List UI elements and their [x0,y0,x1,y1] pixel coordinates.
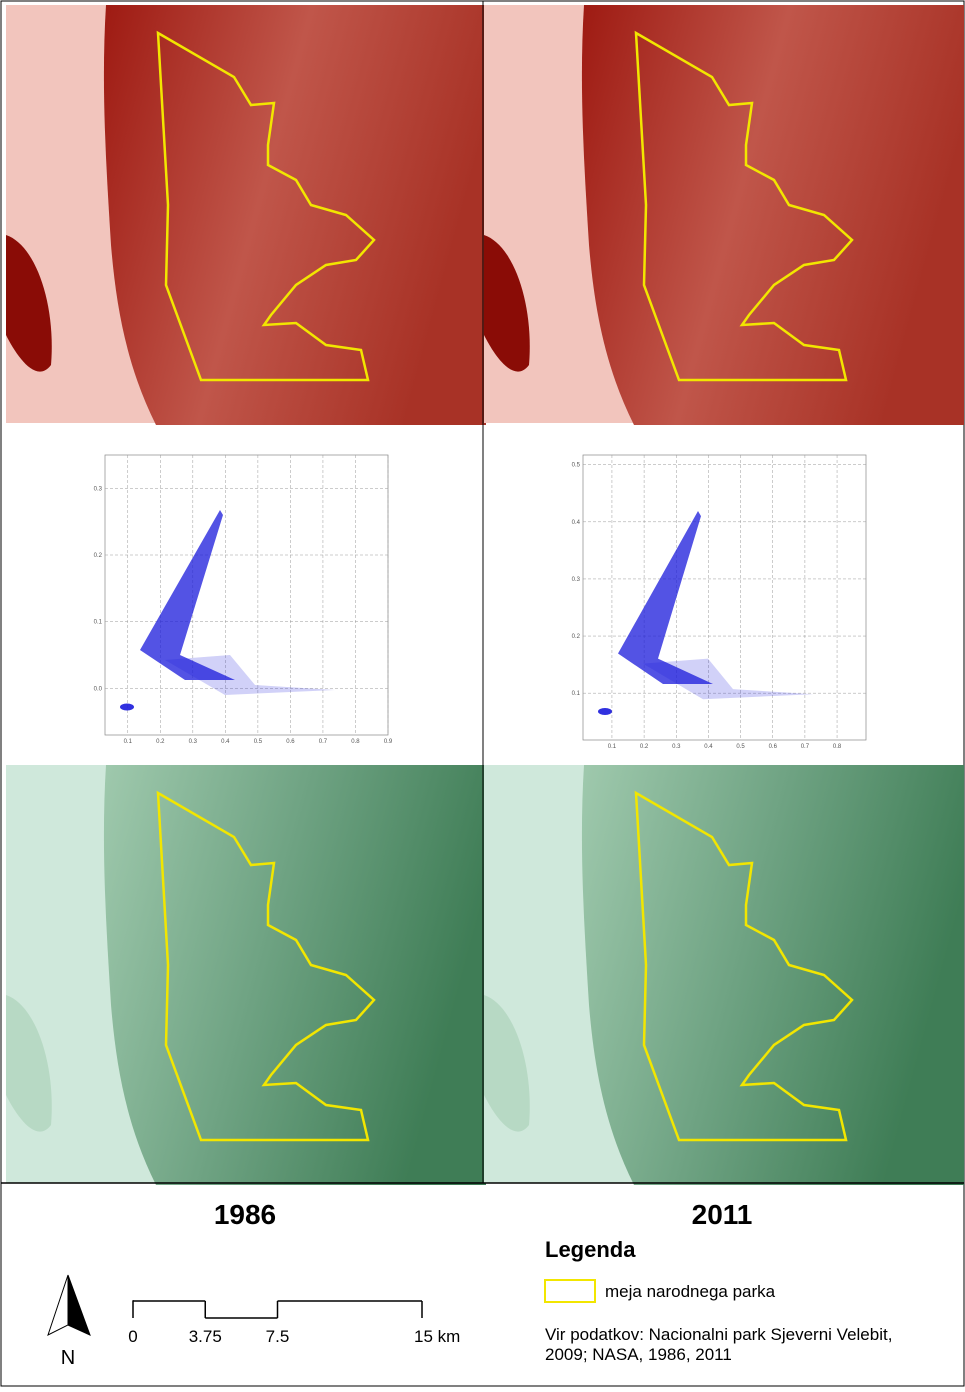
x-tick-label: 0.4 [704,744,713,750]
y-tick-label: 0.3 [94,486,103,492]
map-panel [484,5,964,425]
y-tick-label: 0.1 [94,620,103,626]
legend-swatch [545,1280,595,1302]
year-label: 2011 [692,1199,753,1230]
map-panel [6,5,486,425]
x-tick-label: 0.2 [640,744,649,750]
x-tick-label: 0.1 [124,739,133,745]
y-tick-label: 0.4 [572,520,581,526]
scale-label: 7.5 [266,1327,290,1346]
year-label: 1986 [214,1199,276,1230]
source: Vir podatkov: Nacionalni park Sjeverni V… [545,1325,892,1344]
x-tick-label: 0.9 [384,739,393,745]
map-panel [484,765,964,1185]
x-tick-label: 0.7 [801,744,810,750]
north-arrow: N [48,1275,90,1369]
y-tick-label: 0.1 [572,691,581,697]
x-tick-label: 0.8 [833,744,842,750]
scale-label: 0 [128,1327,137,1346]
y-tick-label: 0.2 [94,553,103,559]
x-tick-label: 0.6 [286,739,295,745]
map-panel [6,765,486,1185]
legend-title: Legenda [545,1237,636,1262]
x-tick-label: 0.3 [672,744,681,750]
source: 2009; NASA, 1986, 2011 [545,1345,732,1364]
x-tick-label: 0.1 [608,744,617,750]
x-tick-label: 0.4 [221,739,230,745]
x-tick-label: 0.5 [736,744,745,750]
x-tick-label: 0.7 [319,739,328,745]
bottom-panel: 1986 2011 Legenda meja narodnega parka V… [48,1199,892,1369]
point-cluster [598,708,612,715]
x-tick-label: 0.5 [254,739,263,745]
x-tick-label: 0.3 [189,739,198,745]
legend-label: meja narodnega parka [605,1282,776,1301]
scale-bar: 0 3.75 7.5 15 km [128,1300,460,1346]
map-layout: 0.10.20.30.40.50.60.70.80.90.00.10.20.30… [0,0,965,1387]
y-tick-label: 0.2 [572,634,581,640]
scale-label: 3.75 [189,1327,222,1346]
y-tick-label: 0.0 [94,686,103,692]
scale-label: 15 km [414,1327,460,1346]
point-cluster [120,704,134,711]
y-tick-label: 0.5 [572,463,581,469]
scatter-plot: 0.1 0.2 0.3 0.4 0.5 0.6 0.7 0.8 0.1 0.2 0.3 0.4 0.5 [572,455,866,750]
north-label: N [61,1347,75,1369]
y-tick-label: 0.3 [572,577,581,583]
scatter-plot: 0.1 0.2 0.3 0.4 0.5 0.6 0.7 0.8 0.9 0.0 0.1 0.2 0.3 [94,455,393,745]
x-tick-label: 0.6 [769,744,778,750]
x-tick-label: 0.8 [351,739,360,745]
x-tick-label: 0.2 [156,739,165,745]
